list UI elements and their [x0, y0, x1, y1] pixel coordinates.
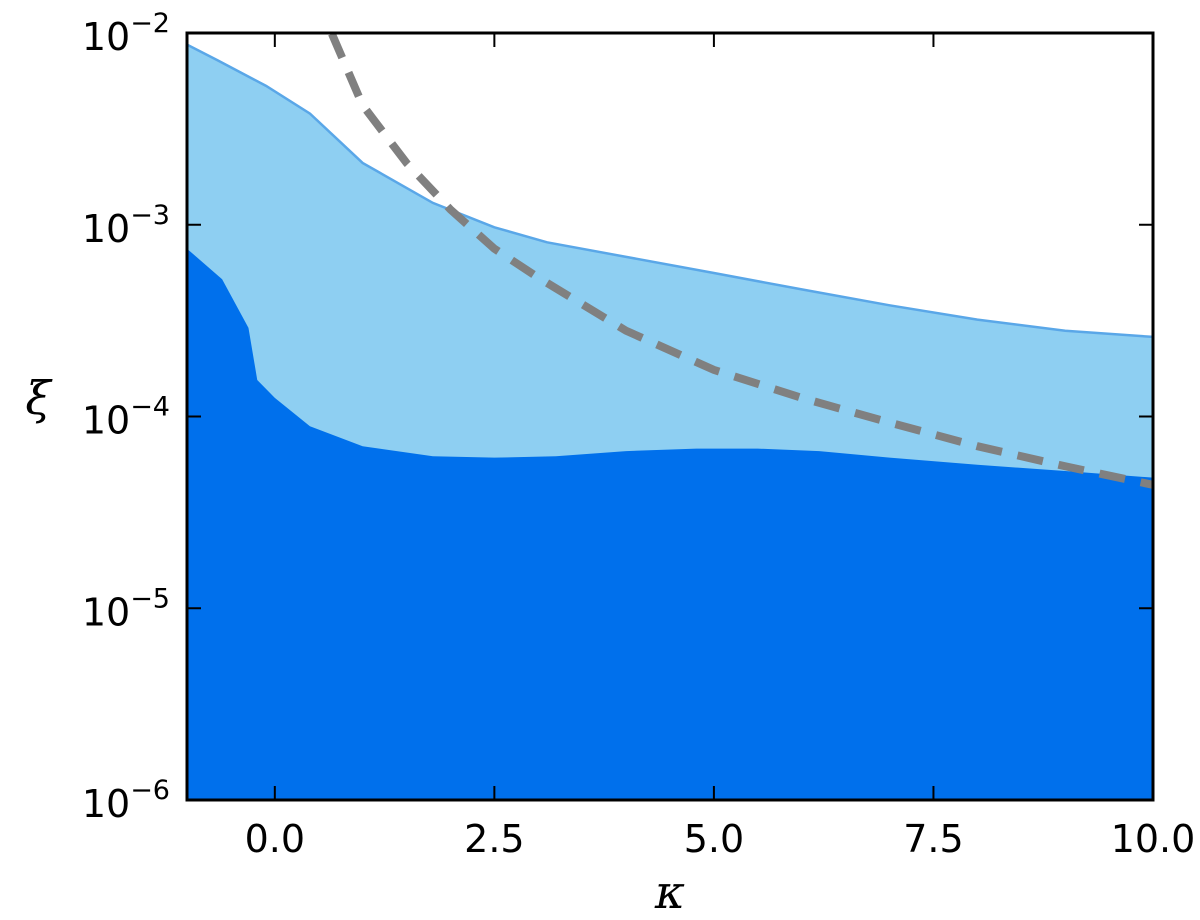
axes: 0.0 2.5 5.0 7.5 10.0 10−6 10−5 10−4 10−3 10−2	[82, 8, 1195, 861]
x-tick-label: 0.0	[245, 817, 305, 861]
x-tick-label: 2.5	[464, 817, 524, 861]
y-tick-label: 10−4	[82, 392, 170, 443]
y-tick-label: 10−6	[82, 775, 170, 826]
plot-area	[187, 33, 1153, 800]
y-tick-label: 10−2	[82, 8, 170, 59]
x-tick-label: 10.0	[1111, 817, 1196, 861]
x-tick-label: 5.0	[684, 817, 744, 861]
y-tick-label: 10−3	[82, 200, 170, 251]
series-group	[187, 33, 1153, 800]
y-tick-label: 10−5	[82, 583, 170, 634]
x-tick-label: 7.5	[903, 817, 963, 861]
lower-band-area	[187, 248, 1153, 800]
x-axis-label: κ	[654, 865, 685, 919]
dashed-curve	[328, 33, 1153, 489]
y-axis-label: ξ	[25, 371, 53, 425]
upper-band-edge	[187, 43, 1153, 339]
